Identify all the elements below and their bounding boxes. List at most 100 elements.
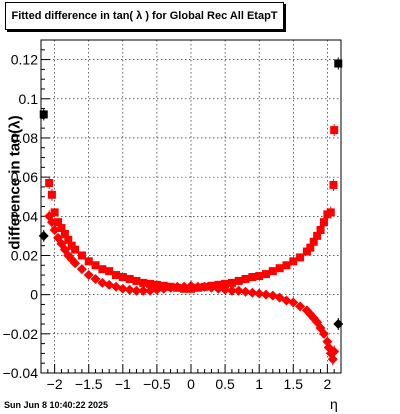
- square-marker: [330, 126, 339, 135]
- square-marker: [146, 279, 155, 288]
- diamond-marker: [49, 225, 60, 236]
- diamond-marker: [329, 346, 340, 357]
- y-tick-label: 0.04: [11, 208, 38, 224]
- square-marker: [118, 273, 127, 282]
- x-tick-label: −0.5: [143, 376, 171, 392]
- square-marker: [91, 261, 100, 270]
- square-marker: [64, 235, 73, 244]
- y-axis-label: difference in tan(λ): [6, 114, 24, 250]
- diamond-marker: [226, 285, 237, 296]
- diamond-marker: [254, 288, 265, 299]
- square-marker: [334, 59, 343, 68]
- square-marker: [319, 218, 328, 227]
- square-marker: [39, 110, 48, 119]
- square-marker: [262, 270, 270, 279]
- diamond-marker: [186, 280, 196, 291]
- diamond-marker: [233, 285, 244, 296]
- square-marker: [98, 265, 107, 274]
- x-tick-label: −1.5: [75, 376, 103, 392]
- x-tick-label: 1.5: [284, 376, 304, 392]
- y-tick-label: −0.04: [3, 365, 39, 381]
- square-marker: [248, 273, 257, 282]
- x-tick-label: 1: [255, 376, 263, 392]
- square-marker: [282, 261, 291, 270]
- diamond-marker: [192, 281, 203, 292]
- x-tick-labels: −2 −1.5 −1 −0.5 0 0.5 1 1.5 2: [47, 376, 332, 392]
- diamond-marker: [288, 297, 299, 308]
- square-marker: [139, 278, 148, 287]
- y-tick-label: 0: [30, 287, 38, 303]
- diamond-marker: [318, 328, 329, 339]
- diamond-marker: [76, 264, 87, 275]
- x-tick-label: 2: [323, 376, 331, 392]
- grid-lines: [41, 40, 341, 374]
- diamond-marker: [327, 354, 338, 365]
- axis-ticks: [40, 39, 342, 374]
- y-tick-label: −0.02: [3, 326, 39, 342]
- diamond-marker: [220, 284, 231, 295]
- y-tick-label: 0.1: [19, 91, 39, 107]
- diamond-marker: [247, 287, 258, 298]
- square-marker: [50, 208, 59, 217]
- square-marker: [329, 180, 338, 189]
- square-marker: [326, 208, 335, 217]
- square-marker: [289, 257, 298, 266]
- square-marker: [132, 276, 141, 285]
- diamond-marker: [145, 285, 156, 296]
- diamond-marker: [333, 319, 344, 330]
- square-marker: [227, 278, 236, 287]
- x-tick-label: 0.5: [215, 376, 235, 392]
- square-marker: [54, 218, 63, 227]
- timestamp: Sun Jun 8 10:40:22 2025: [4, 400, 109, 410]
- diamond-marker: [199, 281, 210, 292]
- square-marker: [275, 264, 284, 273]
- y-tick-labels: −0.04 −0.02 0 0.02 0.04 0.06 0.08 0.1 0.12: [3, 52, 39, 381]
- y-tick-label: 0.06: [11, 169, 38, 185]
- square-marker: [313, 231, 322, 240]
- square-marker: [47, 190, 56, 199]
- diamond-marker: [38, 230, 49, 241]
- square-marker: [234, 276, 243, 285]
- diamond-marker: [83, 270, 94, 281]
- square-marker: [71, 245, 80, 254]
- square-marker: [105, 267, 114, 276]
- diamond-marker: [70, 258, 81, 269]
- diamond-marker: [117, 283, 128, 294]
- square-marker: [255, 272, 264, 281]
- diamond-marker: [138, 285, 149, 296]
- diamond-marker: [151, 284, 162, 295]
- diamond-marker: [90, 273, 101, 284]
- x-tick-label: 0: [187, 376, 195, 392]
- square-marker: [296, 253, 305, 262]
- x-axis-label: η: [330, 396, 338, 412]
- square-marker: [221, 279, 230, 288]
- diamond-marker: [261, 289, 271, 300]
- square-marker: [309, 237, 318, 246]
- square-marker: [45, 178, 54, 187]
- y-tick-label: 0.08: [11, 130, 38, 146]
- diamond-marker: [124, 284, 135, 295]
- square-marker: [316, 226, 325, 235]
- diamond-marker: [179, 281, 190, 292]
- square-marker: [241, 274, 250, 283]
- x-tick-label: −1: [115, 376, 131, 392]
- diamond-marker: [131, 285, 142, 296]
- square-marker: [125, 274, 134, 283]
- square-marker: [268, 267, 277, 276]
- diamond-marker: [165, 282, 176, 293]
- x-tick-label: −2: [47, 376, 63, 392]
- square-marker: [84, 257, 93, 266]
- square-marker: [112, 271, 120, 280]
- diamond-marker: [158, 283, 169, 294]
- data-points: [38, 57, 344, 366]
- diamond-marker: [213, 283, 224, 294]
- diamond-marker: [206, 282, 217, 293]
- chart-title: Fitted difference in tan( λ ) for Global…: [5, 2, 284, 30]
- diamond-marker: [240, 286, 251, 297]
- square-marker: [77, 251, 86, 260]
- y-axis-label-wrap: difference in tan(λ): [6, 112, 24, 252]
- diamond-marker: [46, 217, 57, 228]
- y-tick-label: 0.12: [11, 52, 38, 68]
- square-marker: [57, 224, 66, 233]
